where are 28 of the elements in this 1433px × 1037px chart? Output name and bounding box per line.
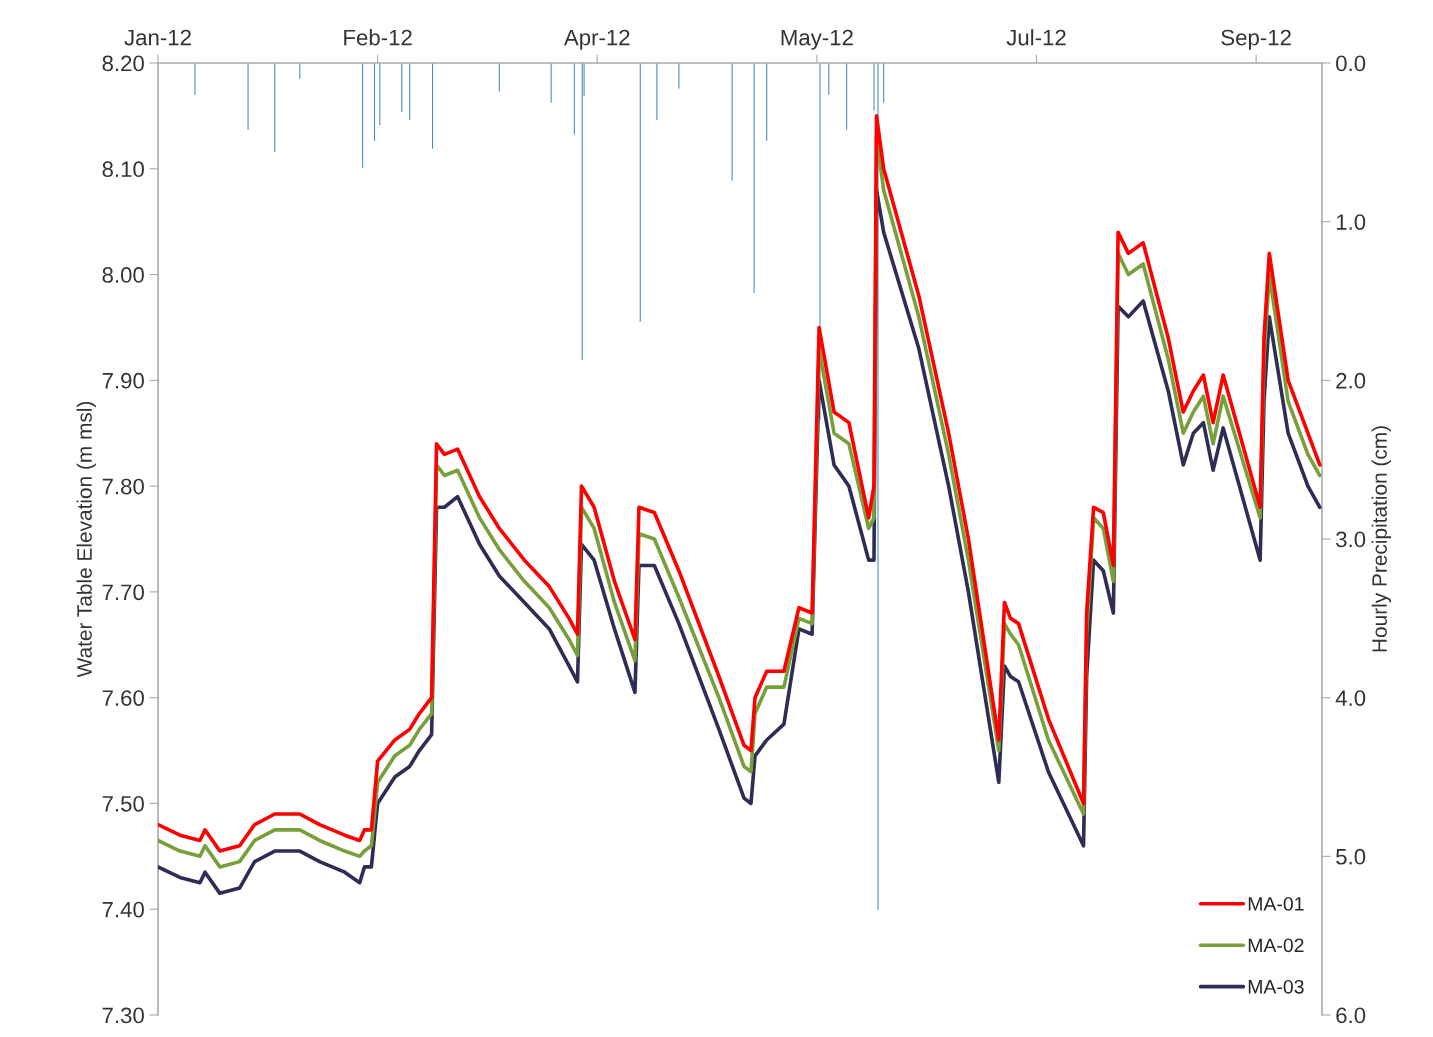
legend-label: MA-02 (1248, 938, 1304, 953)
x-tick-label: May-12 (781, 29, 853, 50)
y2-tick-label: 3.0 (1336, 531, 1366, 548)
y-tick-label: 8.20 (102, 55, 144, 72)
y-tick-label: 7.70 (102, 584, 144, 601)
y-tick-label: 7.40 (102, 901, 144, 918)
y2-tick-label: 2.0 (1336, 372, 1366, 389)
y2-tick-label: 6.0 (1336, 1007, 1366, 1024)
y2-tick-label: 1.0 (1336, 214, 1366, 230)
y-tick-label: 8.10 (102, 161, 144, 178)
y-tick-label: 7.60 (102, 690, 144, 706)
y-tick-label: 7.50 (102, 795, 144, 812)
x-tick-label: Feb-12 (344, 29, 412, 46)
y2-tick-label: 0.0 (1336, 55, 1366, 72)
y-tick-label: 7.80 (102, 478, 144, 495)
y-tick-label: 7.30 (102, 1007, 144, 1024)
y2-tick-label: 5.0 (1336, 848, 1366, 865)
legend-label: MA-03 (1248, 979, 1304, 994)
x-tick-label: Apr-12 (563, 29, 630, 50)
y2-axis-title: Hourly Precipitation (cm) (1371, 426, 1392, 652)
legend-label: MA-01 (1248, 896, 1304, 911)
y-axis-title: Water Table Elevation (m msl) (76, 401, 96, 678)
y-tick-label: 8.00 (102, 267, 144, 283)
x-tick-label: Sep-12 (1221, 29, 1291, 50)
x-tick-label: Jan-12 (124, 29, 191, 46)
y2-tick-label: 4.0 (1335, 690, 1366, 706)
y-tick-label: 7.90 (102, 372, 144, 389)
x-tick-label: Jul-12 (1006, 29, 1066, 46)
